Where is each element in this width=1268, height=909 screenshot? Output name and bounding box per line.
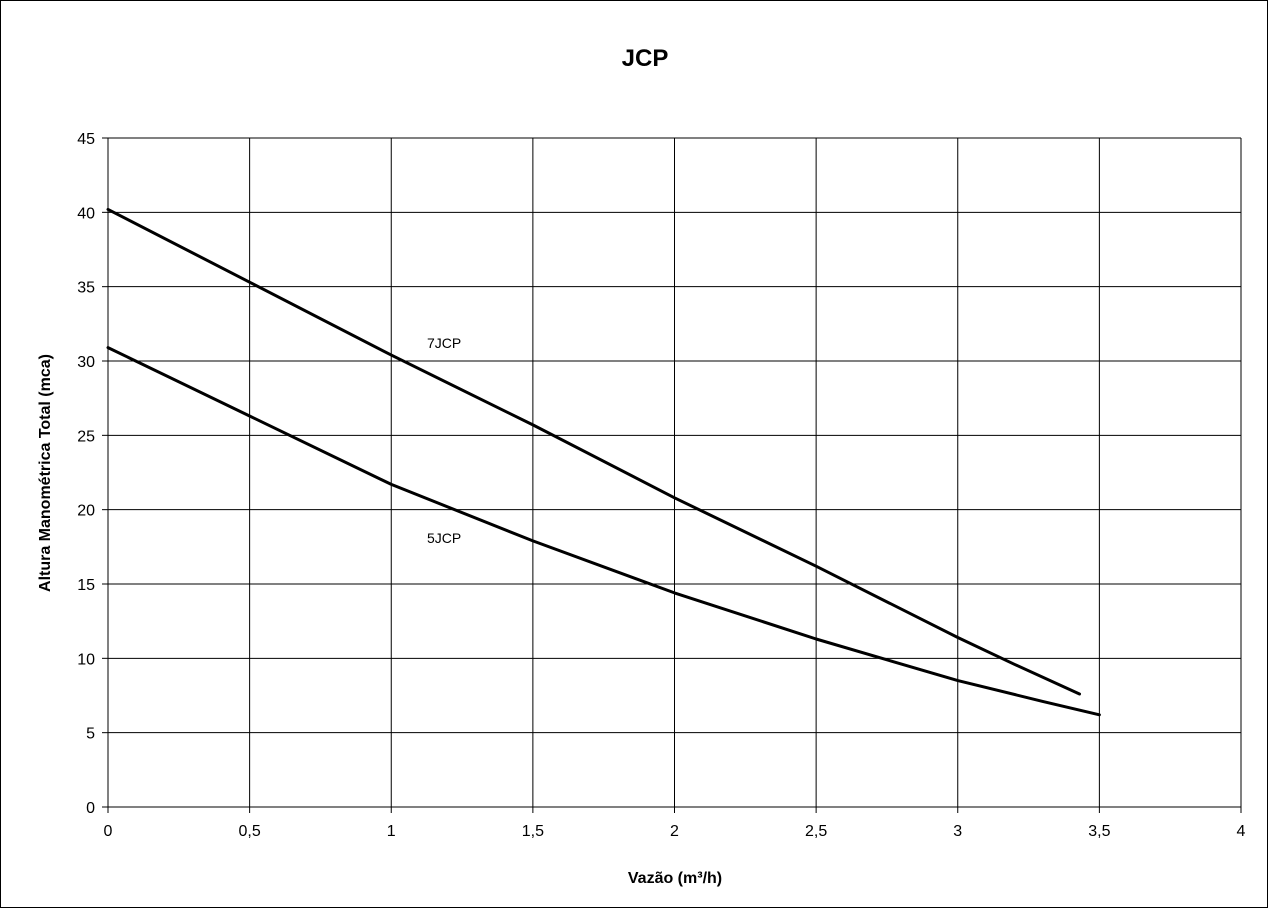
x-tick-label: 1 <box>387 823 396 840</box>
series-line-5jcp <box>106 346 1101 717</box>
y-tick-label: 40 <box>77 205 95 222</box>
x-tick-label: 0 <box>104 823 113 840</box>
y-axis-title: Altura Manométrica Total (mca) <box>37 354 54 592</box>
y-tick-label: 45 <box>77 131 95 148</box>
x-axis-title: Vazão (m³/h) <box>628 870 722 887</box>
x-tick-label: 3,5 <box>1088 823 1110 840</box>
series-label-7jcp: 7JCP <box>427 335 461 351</box>
y-tick-label: 25 <box>77 428 95 445</box>
series-line-7jcp <box>106 207 1081 696</box>
x-tick-label: 0,5 <box>239 823 261 840</box>
y-tick-label: 20 <box>77 503 95 520</box>
x-tick-label: 1,5 <box>522 823 544 840</box>
y-tick-label: 0 <box>86 800 95 817</box>
y-tick-label: 35 <box>77 280 95 297</box>
series-label-5jcp: 5JCP <box>427 530 461 546</box>
x-tick-label: 2 <box>670 823 679 840</box>
x-tick-label: 4 <box>1237 823 1246 840</box>
grid <box>102 137 1242 813</box>
y-tick-label: 10 <box>77 651 95 668</box>
y-tick-label: 15 <box>77 577 95 594</box>
y-tick-label: 30 <box>77 354 95 371</box>
chart-title: JCP <box>622 45 669 72</box>
x-tick-label: 3 <box>953 823 962 840</box>
x-tick-label: 2,5 <box>805 823 827 840</box>
y-tick-label: 5 <box>86 726 95 743</box>
series-layer <box>106 207 1101 717</box>
